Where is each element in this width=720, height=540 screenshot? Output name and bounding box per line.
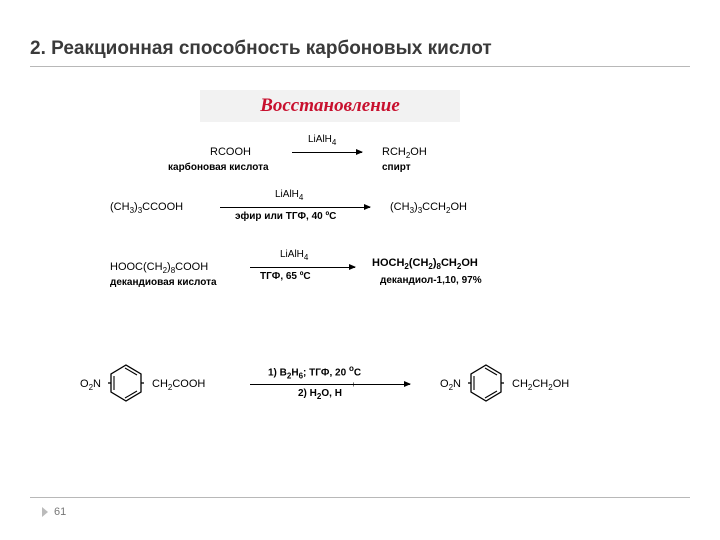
rxn2-cond-top: LiAlH4 <box>275 189 303 202</box>
page-number-text: 61 <box>54 506 66 518</box>
benzene-ring-right <box>468 363 504 403</box>
rxn1-cond-top: LiAlH4 <box>308 134 336 147</box>
title-divider <box>30 66 690 67</box>
rxn3-product-label: декандиол-1,10, 97% <box>380 275 482 286</box>
rxn1-product: RCH2OH <box>382 146 427 160</box>
reaction-2: (CH3)3CCOOH LiAlH4 эфир или ТГФ, 40 ºC (… <box>110 195 590 235</box>
rxn4-cond-top: 1) B2H6; ТГФ, 20 oC <box>268 364 361 380</box>
rxn2-arrow <box>220 207 370 208</box>
rxn4-left-chain: CH2COOH <box>152 378 205 392</box>
reaction-4: O2N CH2COOH 1) B2H6; ТГФ, 20 oC 2) H2O, … <box>80 360 660 420</box>
section-banner: Восстановление <box>200 90 460 122</box>
rxn1-reagent-label: карбоновая кислота <box>168 162 269 173</box>
rxn1-product-label: спирт <box>382 162 411 173</box>
rxn3-arrow <box>250 267 355 268</box>
rxn4-right-chain: CH2CH2OH <box>512 378 569 392</box>
rxn1-arrow <box>292 152 362 153</box>
reaction-1: RCOOH карбоновая кислота LiAlH4 RCH2OH с… <box>160 140 540 180</box>
rxn4-left-sub: O2N <box>80 378 101 392</box>
benzene-ring-left <box>108 363 144 403</box>
rxn2-product: (CH3)3CCH2OH <box>390 201 467 215</box>
rxn4-cond-bottom: 2) H2O, H <box>298 388 342 401</box>
rxn4-right-sub: O2N <box>440 378 461 392</box>
rxn2-reagent: (CH3)3CCOOH <box>110 201 183 215</box>
rxn3-cond-top: LiAlH4 <box>280 249 308 262</box>
page-marker-icon <box>42 507 48 517</box>
rxn1-reagent: RCOOH <box>210 146 251 158</box>
slide-title: 2. Реакционная способность карбоновых ки… <box>30 38 492 60</box>
rxn3-reagent: HOOC(CH2)8COOH <box>110 261 208 275</box>
rxn2-cond-bottom: эфир или ТГФ, 40 ºC <box>235 211 336 222</box>
rxn3-reagent-label: декандиовая кислота <box>110 277 217 288</box>
page-number: 61 <box>42 506 66 518</box>
rxn3-product: HOCH2(CH2)8CH2OH <box>372 257 478 271</box>
footer-divider <box>30 497 690 498</box>
rxn4-arrow <box>250 384 410 385</box>
rxn4-cond-charge: + <box>351 380 356 389</box>
rxn3-cond-bottom: ТГФ, 65 ºC <box>260 271 311 282</box>
reaction-3: HOOC(CH2)8COOH декандиовая кислота LiAlH… <box>110 255 610 300</box>
